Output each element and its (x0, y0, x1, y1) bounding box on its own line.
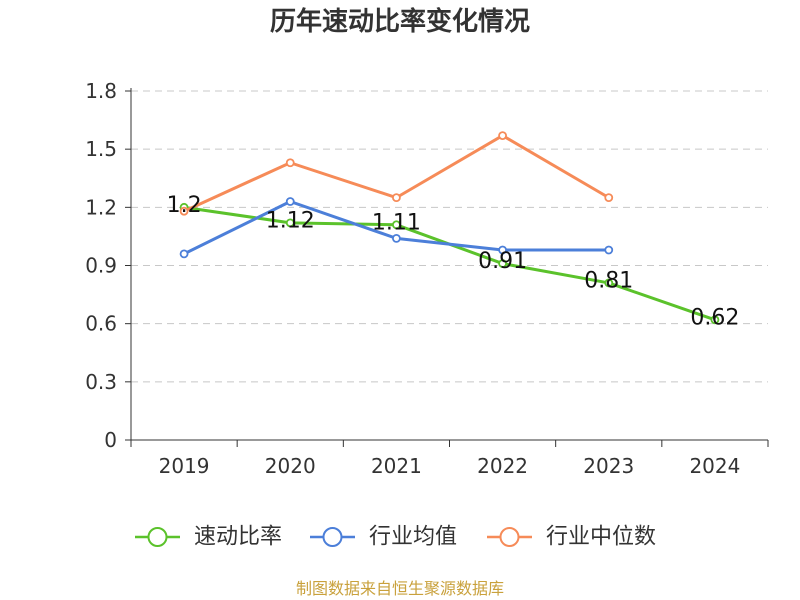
industry-median-point[interactable] (604, 193, 614, 203)
legend-item-quick-ratio[interactable]: 速动比率 (135, 525, 282, 550)
industry-median-point[interactable] (392, 193, 401, 203)
industry-median-point[interactable] (285, 158, 295, 168)
quick-ratio-point[interactable] (604, 278, 614, 288)
legend-label: 速动比率 (194, 525, 282, 550)
legend-marker (499, 527, 520, 547)
industry-median-point[interactable] (498, 131, 507, 140)
quick-ratio-point[interactable] (285, 218, 295, 228)
x-axis: 2019 2020 2021 2022 2023 2024 (130, 439, 769, 478)
industry-average-point[interactable] (392, 233, 401, 243)
legend-marker (322, 527, 343, 547)
y-tick-label: 1.2 (85, 195, 117, 219)
industry-average-series (179, 197, 614, 259)
industry-average-point[interactable] (604, 245, 614, 255)
x-tick-label: 2022 (477, 454, 528, 478)
y-tick-label: 1.5 (85, 137, 117, 161)
quick-ratio-data-label: 1.11 (372, 210, 421, 235)
y-tick-label: 0.6 (85, 312, 117, 336)
legend-item-industry-average[interactable]: 行业均值 (310, 525, 457, 550)
quick-ratio-data-label: 0.62 (690, 305, 739, 330)
y-tick-label: 0 (104, 428, 117, 452)
x-tick-label: 2020 (265, 454, 316, 478)
industry-median-point[interactable] (179, 206, 189, 216)
y-tick-label: 1.8 (85, 79, 117, 103)
quick-ratio-line (183, 205, 716, 322)
y-axis: 0 0.3 0.6 0.9 1.2 1.5 1.8 (85, 79, 132, 452)
x-tick-label: 2021 (371, 454, 422, 478)
quick-ratio-data-label: 1.2 (167, 193, 202, 218)
legend-item-industry-median[interactable]: 行业中位数 (487, 525, 656, 550)
y-tick-label: 0.9 (85, 254, 117, 278)
industry-average-point[interactable] (285, 197, 295, 206)
quick-ratio-data-label: 0.91 (478, 249, 527, 274)
grid (131, 90, 768, 383)
legend: 速动比率 行业均值 行业中位数 (135, 525, 656, 550)
chart-title: 历年速动比率变化情况 (269, 7, 530, 37)
quick-ratio-data-labels: 1.2 1.12 1.11 0.91 0.81 0.62 (167, 193, 740, 330)
x-tick-label: 2019 (159, 454, 210, 478)
legend-label: 行业中位数 (546, 525, 656, 550)
quick-ratio-point[interactable] (710, 315, 720, 325)
legend-marker (147, 527, 168, 547)
industry-median-series (179, 131, 614, 216)
legend-label: 行业均值 (369, 525, 457, 550)
source-note: 制图数据来自恒生聚源数据库 (295, 579, 504, 598)
quick-ratio-data-label: 1.12 (266, 208, 315, 233)
industry-average-point[interactable] (179, 249, 189, 259)
x-tick-label: 2024 (689, 454, 740, 478)
quick-ratio-data-label: 0.81 (584, 268, 633, 293)
industry-average-point[interactable] (498, 245, 507, 255)
quick-ratio-point[interactable] (498, 259, 507, 268)
quick-ratio-series (179, 202, 720, 325)
quick-ratio-point[interactable] (392, 220, 401, 230)
y-tick-label: 0.3 (85, 370, 117, 394)
x-tick-label: 2023 (583, 454, 634, 478)
